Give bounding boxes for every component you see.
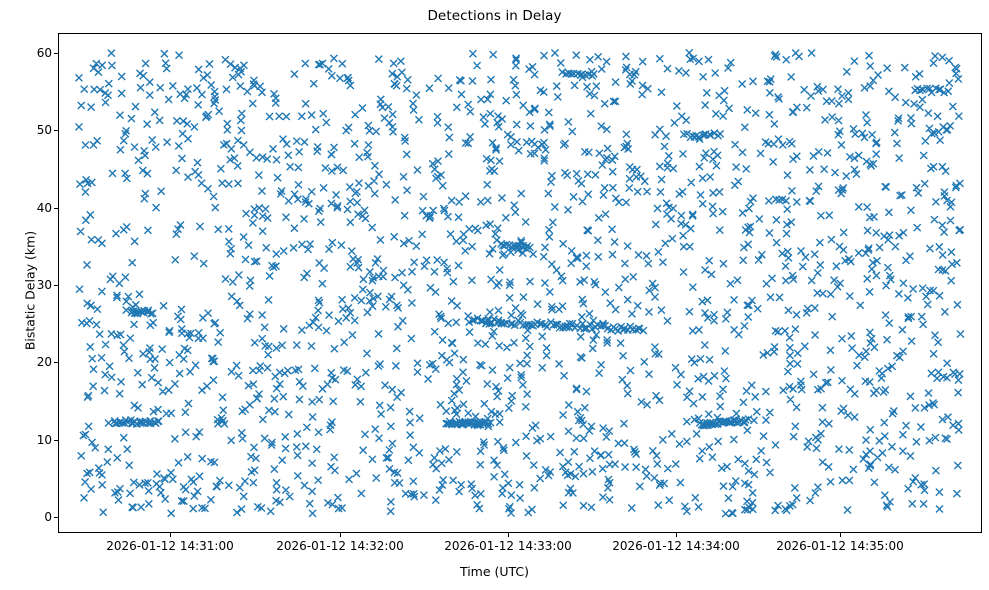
y-axis-tick-marks [54,0,58,590]
scatter-marker-path [74,48,965,518]
y-axis-label: Bistatic Delay (km) [22,230,38,351]
x-tick-label: 2026-01-12 14:34:00 [612,539,740,553]
y-tick-mark [54,207,58,209]
x-tick-mark [676,533,677,537]
y-tick-label: 20 [36,355,52,370]
scatter-markers [74,48,965,518]
y-axis-tick-labels: 0 10 20 30 40 50 60 [8,0,52,590]
y-tick-label: 60 [36,46,52,60]
chart-title: Detections in Delay [427,8,562,24]
y-tick-mark [54,285,58,286]
y-tick-mark [54,53,58,54]
y-tick-label: 10 [36,432,52,447]
plot-area [58,33,982,533]
x-tick-label: 2026-01-12 14:31:00 [106,539,234,553]
y-tick-mark [54,362,58,364]
y-tick-mark [54,517,58,518]
x-tick-label: 2026-01-12 14:32:00 [276,539,404,553]
x-tick-mark [508,533,509,537]
y-tick-label: 30 [36,278,52,292]
x-tick-mark [170,533,171,537]
x-tick-label: 2026-01-12 14:35:00 [776,539,904,553]
x-tick-label: 2026-01-12 14:33:00 [444,539,572,553]
x-axis-label: Time (UTC) [459,564,530,579]
x-tick-mark [340,533,341,537]
y-tick-label: 50 [36,123,52,138]
x-tick-mark [840,533,841,537]
scatter-series [74,48,965,518]
y-tick-mark [54,130,58,132]
y-tick-label: 0 [44,510,52,524]
y-tick-mark [54,439,58,441]
y-tick-label: 40 [36,200,52,215]
